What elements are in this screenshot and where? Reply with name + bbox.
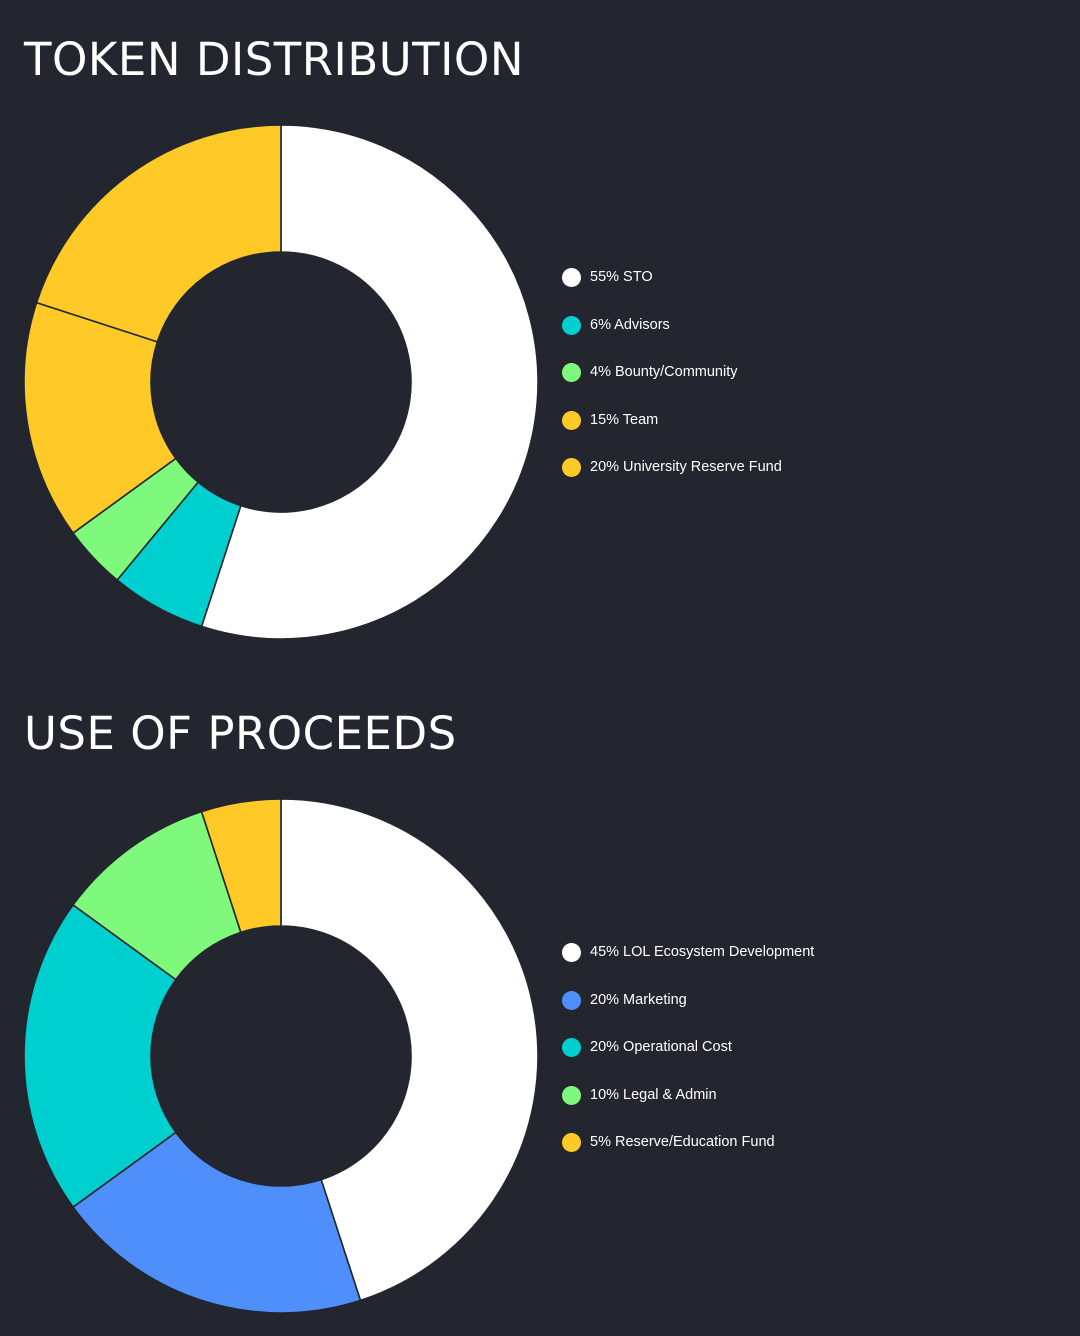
legend-item-lol-ecosystem-development: 45% LOL Ecosystem Development bbox=[562, 940, 814, 988]
use-of-proceeds-legend: 45% LOL Ecosystem Development 20% Marketi… bbox=[562, 940, 814, 1178]
legend-label: 6% Advisors bbox=[590, 316, 670, 333]
legend-label: 15% Team bbox=[590, 411, 659, 428]
use-of-proceeds-donut-chart bbox=[23, 798, 539, 1314]
use-of-proceeds-title: USE OF PROCEEDS bbox=[24, 707, 457, 760]
legend-item-operational-cost: 20% Operational Cost bbox=[562, 1035, 814, 1083]
legend-swatch bbox=[562, 410, 581, 430]
token-distribution-section: TOKEN DISTRIBUTION 55% STO 6% Advisors 4% … bbox=[0, 0, 1080, 660]
legend-label: 4% Bounty/Community bbox=[590, 364, 738, 381]
legend-swatch bbox=[562, 268, 581, 287]
token-distribution-legend: 55% STO 6% Advisors 4% Bounty/Community 15%… bbox=[562, 265, 782, 503]
slice-team bbox=[23, 301, 177, 534]
legend-item-marketing: 20% Marketing bbox=[562, 988, 814, 1036]
token-distribution-title: TOKEN DISTRIBUTION bbox=[24, 33, 524, 86]
legend-swatch bbox=[562, 943, 581, 962]
token-distribution-donut-chart bbox=[23, 124, 539, 640]
legend-swatch bbox=[562, 1085, 581, 1105]
legend-swatch bbox=[562, 458, 581, 478]
slice-sto bbox=[200, 124, 539, 640]
legend-item-reserve-education-fund: 5% Reserve/Education Fund bbox=[562, 1130, 814, 1178]
legend-label: 10% Legal & Admin bbox=[590, 1086, 717, 1103]
legend-item-legal-admin: 10% Legal & Admin bbox=[562, 1083, 814, 1131]
legend-swatch bbox=[562, 363, 581, 383]
legend-swatch bbox=[562, 315, 581, 335]
legend-item-university-reserve-fund: 20% University Reserve Fund bbox=[562, 455, 782, 503]
legend-label: 55% STO bbox=[590, 269, 653, 285]
slice-university-reserve-fund bbox=[35, 124, 282, 343]
use-of-proceeds-section: USE OF PROCEEDS 45% LOL Ecosystem Develo… bbox=[0, 674, 1080, 1336]
legend-swatch bbox=[562, 990, 581, 1010]
slice-reserve-education-fund bbox=[200, 798, 282, 934]
legend-swatch bbox=[562, 1133, 581, 1153]
legend-item-advisors: 6% Advisors bbox=[562, 313, 782, 361]
legend-item-bounty-community: 4% Bounty/Community bbox=[562, 360, 782, 408]
slice-operational-cost bbox=[23, 904, 177, 1208]
legend-item-team: 15% Team bbox=[562, 408, 782, 456]
legend-label: 20% Marketing bbox=[590, 991, 687, 1008]
legend-label: 45% LOL Ecosystem Development bbox=[590, 944, 815, 960]
slice-lol-ecosystem-development bbox=[280, 798, 539, 1302]
legend-item-sto: 55% STO bbox=[562, 265, 782, 313]
legend-label: 20% University Reserve Fund bbox=[590, 459, 782, 476]
legend-swatch bbox=[562, 1038, 581, 1058]
legend-label: 5% Reserve/Education Fund bbox=[590, 1134, 775, 1151]
slice-marketing bbox=[72, 1131, 362, 1314]
legend-label: 20% Operational Cost bbox=[590, 1039, 732, 1056]
